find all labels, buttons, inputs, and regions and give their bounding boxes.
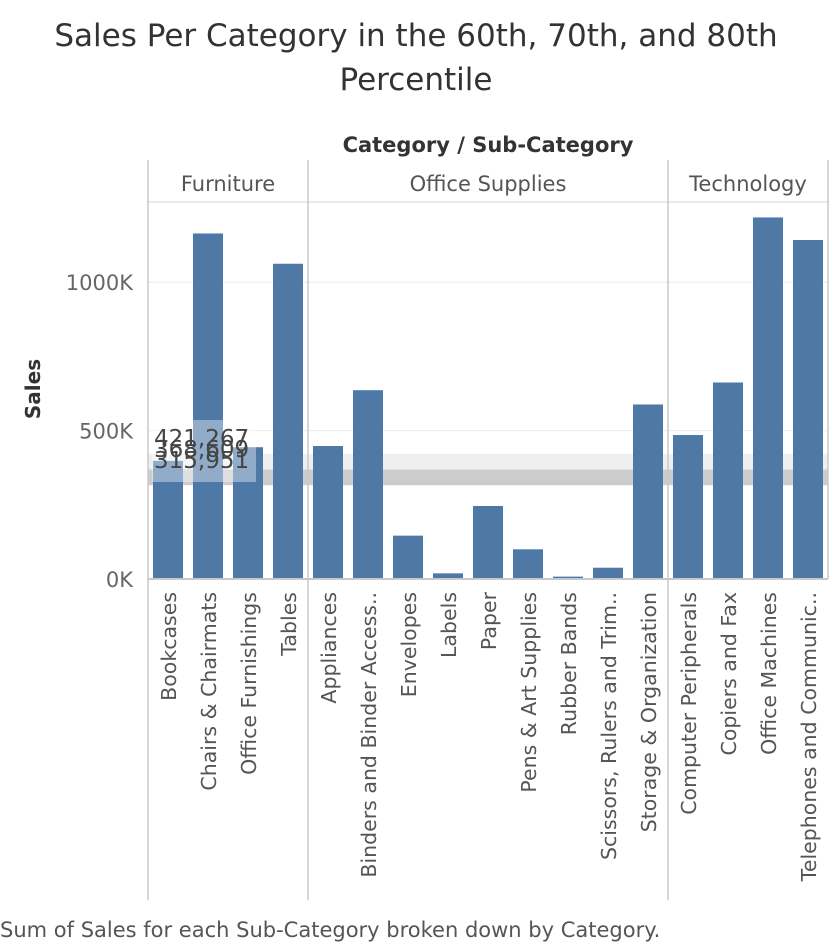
bar xyxy=(753,217,783,579)
bar xyxy=(233,447,263,579)
category-header: Office Supplies xyxy=(410,172,567,196)
bar xyxy=(273,263,303,579)
chart-title: Sales Per Category in the 60th, 70th, an… xyxy=(54,18,778,98)
x-tick-label: Storage & Organization xyxy=(637,592,661,832)
bar xyxy=(393,535,423,579)
bar xyxy=(633,404,663,579)
bar xyxy=(713,382,743,579)
y-tick-label: 1000K xyxy=(66,271,134,295)
x-tick-label: Rubber Bands xyxy=(557,592,581,735)
bar xyxy=(193,233,223,580)
x-tick-label: Office Furnishings xyxy=(237,592,261,775)
bar xyxy=(553,576,583,579)
x-tick-label: Office Machines xyxy=(757,592,781,755)
bar xyxy=(513,549,543,579)
bar xyxy=(473,505,503,579)
x-tick-label: Paper xyxy=(477,591,501,650)
bar xyxy=(313,446,343,579)
y-axis-title: Sales xyxy=(21,359,45,419)
x-tick-label: Bookcases xyxy=(157,592,181,701)
x-tick-label: Telephones and Communic.. xyxy=(797,592,821,882)
reference-label-backdrop xyxy=(152,420,256,482)
reference-line-label: 368,609 xyxy=(154,437,249,463)
column-header: Category / Sub-Category xyxy=(343,133,634,157)
x-tick-label: Binders and Binder Access.. xyxy=(357,592,381,878)
category-header: Technology xyxy=(688,172,807,196)
x-tick-label: Appliances xyxy=(317,592,341,704)
bar xyxy=(433,573,463,579)
bar-chart: Category / Sub-Category Sales 0K 500K 1000K F… xyxy=(21,133,829,900)
x-tick-label: Envelopes xyxy=(397,592,421,697)
bar xyxy=(153,460,183,579)
bar xyxy=(793,239,823,579)
chart-caption: Sum of Sales for each Sub-Category broke… xyxy=(0,918,661,942)
reference-line-label: 421,267 xyxy=(154,426,249,452)
x-tick-label: Computer Peripherals xyxy=(677,592,701,815)
reference-line-label: 315,951 xyxy=(154,448,249,474)
bar xyxy=(673,435,703,579)
x-tick-label: Copiers and Fax xyxy=(717,592,741,756)
x-tick-label: Scissors, Rulers and Trim.. xyxy=(597,592,621,860)
x-tick-label: Tables xyxy=(277,592,301,657)
x-tick-label: Pens & Art Supplies xyxy=(517,592,541,793)
y-tick-label: 500K xyxy=(79,420,134,444)
x-tick-label: Chairs & Chairmats xyxy=(197,592,221,791)
x-tick-label: Labels xyxy=(437,592,461,658)
bar xyxy=(353,390,383,579)
bar xyxy=(593,567,623,579)
y-tick-label: 0K xyxy=(106,568,134,592)
category-header: Furniture xyxy=(181,172,275,196)
